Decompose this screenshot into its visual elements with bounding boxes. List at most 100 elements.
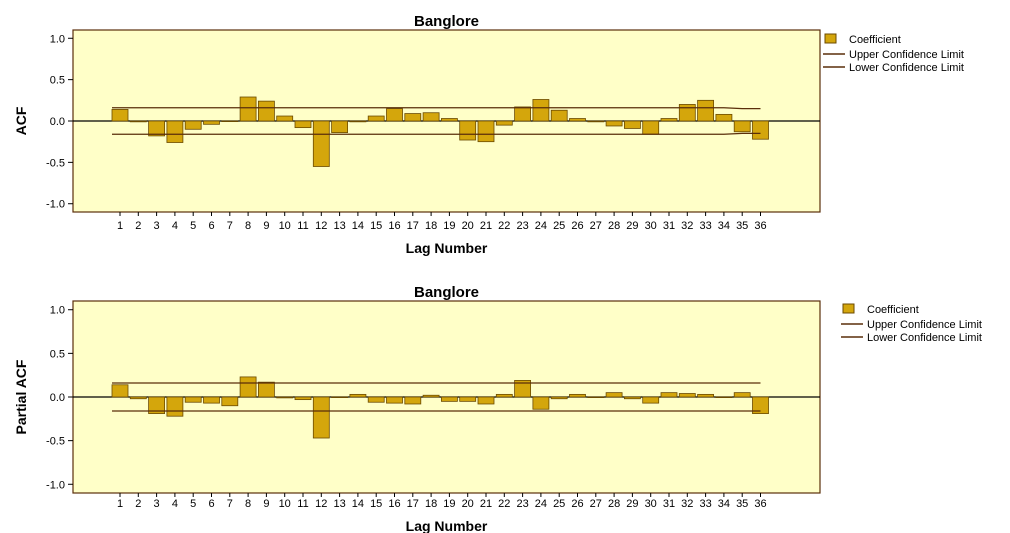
- x-tick-label: 30: [645, 498, 657, 510]
- bar-lag-5: [184, 396, 202, 403]
- bar-lag-4: [166, 120, 184, 143]
- x-tick-label: 18: [425, 220, 437, 232]
- x-tick-label: 35: [736, 498, 748, 510]
- bar-lag-22: [495, 393, 513, 398]
- bar-lag-14: [349, 120, 367, 123]
- y-tick-label: 0.5: [50, 348, 65, 360]
- x-tick-label: 4: [172, 498, 178, 510]
- x-tick-label: 10: [279, 220, 291, 232]
- x-tick-label: 28: [608, 498, 620, 510]
- bar-lag-31: [660, 118, 678, 122]
- x-tick-label: 32: [681, 498, 693, 510]
- bar-lag-23: [514, 380, 531, 398]
- y-axis-label: ACF: [13, 106, 29, 135]
- bar-lag-29: [624, 120, 641, 129]
- legend-label-upper: Upper Confidence Limit: [867, 319, 982, 331]
- x-tick-label: 16: [388, 498, 400, 510]
- x-tick-label: 8: [245, 498, 251, 510]
- y-tick-label: 1.0: [50, 33, 65, 45]
- x-tick-label: 25: [553, 498, 565, 510]
- x-tick-label: 3: [154, 220, 160, 232]
- bar-lag-2: [129, 396, 147, 400]
- bar-lag-18: [422, 394, 440, 398]
- bar-lag-8: [239, 96, 257, 122]
- x-tick-label: 33: [699, 220, 711, 232]
- x-tick-label: 18: [425, 498, 437, 510]
- y-tick-label: -0.5: [46, 436, 65, 448]
- bar-lag-5: [184, 120, 202, 130]
- bar-lag-35: [733, 392, 751, 398]
- x-tick-label: 7: [227, 498, 233, 510]
- bar-lag-36: [752, 396, 769, 414]
- x-tick-label: 21: [480, 498, 492, 510]
- bar-lag-19: [440, 118, 458, 122]
- x-tick-label: 14: [352, 498, 364, 510]
- bar-lag-4: [166, 396, 184, 417]
- x-tick-label: 22: [498, 498, 510, 510]
- legend-label-upper: Upper Confidence Limit: [849, 49, 964, 61]
- x-tick-label: 25: [553, 220, 565, 232]
- x-tick-label: 3: [154, 498, 160, 510]
- y-tick-label: 0.0: [50, 392, 65, 404]
- bar-lag-10: [276, 115, 294, 122]
- bar-lag-16: [386, 396, 403, 404]
- bar-lag-28: [605, 392, 623, 398]
- bar-lag-34: [715, 113, 733, 122]
- x-tick-label: 32: [681, 220, 693, 232]
- bar-lag-3: [148, 396, 166, 414]
- bar-lag-25: [550, 109, 568, 122]
- x-tick-label: 20: [462, 498, 474, 510]
- x-tick-label: 35: [736, 220, 748, 232]
- bar-lag-26: [569, 118, 586, 122]
- bar-lag-28: [605, 120, 623, 127]
- y-tick-label: -1.0: [46, 479, 65, 491]
- bar-lag-3: [148, 120, 166, 137]
- bar-lag-11: [294, 396, 312, 401]
- x-tick-label: 13: [333, 220, 345, 232]
- y-tick-label: 0.5: [50, 75, 65, 87]
- x-tick-label: 7: [227, 220, 233, 232]
- bar-lag-12: [312, 120, 330, 167]
- x-tick-label: 19: [443, 220, 455, 232]
- bar-lag-32: [678, 104, 696, 122]
- bar-lag-9: [257, 100, 275, 122]
- x-tick-label: 10: [279, 498, 291, 510]
- bar-lag-8: [239, 376, 257, 398]
- x-tick-label: 2: [135, 498, 141, 510]
- x-tick-label: 14: [352, 220, 364, 232]
- x-tick-label: 5: [190, 220, 196, 232]
- bar-lag-27: [587, 120, 605, 123]
- x-tick-label: 15: [370, 498, 382, 510]
- y-tick-label: -0.5: [46, 157, 65, 169]
- y-tick-label: 0.0: [50, 116, 65, 128]
- x-tick-label: 1: [117, 498, 123, 510]
- x-tick-label: 21: [480, 220, 492, 232]
- bar-lag-17: [404, 396, 422, 405]
- x-axis-label: Lag Number: [406, 518, 488, 533]
- bar-lag-29: [624, 396, 641, 400]
- x-tick-label: 24: [535, 498, 547, 510]
- x-tick-label: 11: [297, 498, 308, 510]
- bar-lag-33: [697, 393, 714, 398]
- x-tick-label: 33: [699, 498, 711, 510]
- bar-lag-11: [294, 120, 312, 129]
- bar-lag-24: [532, 99, 550, 122]
- bar-lag-26: [569, 393, 586, 398]
- x-tick-label: 5: [190, 498, 196, 510]
- x-tick-label: 22: [498, 220, 510, 232]
- x-tick-label: 24: [535, 220, 547, 232]
- x-tick-label: 1: [117, 220, 123, 232]
- x-tick-label: 9: [263, 220, 269, 232]
- bar-lag-1: [111, 384, 129, 398]
- x-tick-label: 31: [663, 220, 675, 232]
- bar-lag-1: [111, 109, 129, 122]
- x-tick-label: 34: [718, 498, 730, 510]
- bar-lag-2: [129, 120, 147, 123]
- bar-lag-15: [367, 396, 385, 403]
- bar-lag-33: [697, 99, 714, 122]
- bar-lag-13: [331, 396, 349, 399]
- bar-lag-32: [678, 393, 696, 398]
- legend-label-lower: Lower Confidence Limit: [849, 62, 964, 74]
- bar-lag-35: [733, 120, 751, 133]
